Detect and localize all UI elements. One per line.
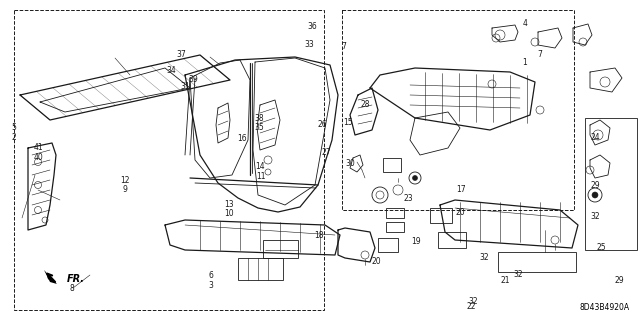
Bar: [438, 232, 466, 248]
Text: 37: 37: [176, 50, 186, 59]
Text: 27: 27: [321, 148, 332, 157]
Bar: [585, 118, 637, 250]
Text: 24: 24: [590, 133, 600, 142]
Bar: [14, 10, 324, 310]
Text: 9: 9: [122, 185, 127, 194]
Text: 11: 11: [256, 172, 265, 181]
Text: 19: 19: [411, 237, 421, 246]
Bar: [342, 10, 574, 210]
Text: 8D43B4920A: 8D43B4920A: [580, 303, 630, 313]
Text: 41: 41: [33, 143, 44, 152]
Bar: [263, 240, 298, 258]
Text: 14: 14: [255, 162, 266, 171]
Text: 21: 21: [501, 276, 510, 285]
Text: 3: 3: [209, 281, 214, 290]
Text: 39: 39: [188, 75, 198, 84]
Bar: [430, 208, 452, 223]
Text: 30: 30: [346, 159, 356, 168]
Text: 32: 32: [513, 271, 524, 279]
Text: 5: 5: [12, 123, 17, 132]
Text: 22: 22: [467, 302, 476, 311]
Bar: [383, 158, 401, 172]
Bar: [386, 222, 404, 232]
Bar: [238, 258, 283, 280]
Circle shape: [592, 192, 598, 198]
Text: 34: 34: [166, 66, 177, 75]
Text: 10: 10: [224, 209, 234, 218]
Text: 29: 29: [614, 276, 625, 285]
Bar: [386, 208, 404, 218]
Text: 31: 31: [180, 82, 191, 91]
Text: 16: 16: [237, 134, 247, 143]
Text: 29: 29: [590, 181, 600, 190]
Text: 32: 32: [479, 253, 490, 262]
Bar: [498, 252, 576, 272]
Text: 1: 1: [522, 58, 527, 67]
Text: 7: 7: [341, 42, 346, 51]
Text: 13: 13: [224, 200, 234, 209]
Text: 8: 8: [70, 284, 75, 293]
Bar: [378, 238, 398, 252]
Text: 12: 12: [120, 176, 129, 185]
Text: 18: 18: [314, 231, 323, 240]
Text: 20: 20: [371, 257, 381, 266]
Text: 25: 25: [596, 243, 607, 252]
Text: 32: 32: [590, 212, 600, 221]
Text: 40: 40: [33, 153, 44, 162]
Text: 2: 2: [12, 133, 17, 142]
Text: 4: 4: [522, 19, 527, 28]
Text: 7: 7: [537, 50, 542, 59]
Text: 36: 36: [307, 22, 317, 31]
Text: 28: 28: [360, 100, 369, 109]
Text: 32: 32: [468, 297, 479, 306]
Circle shape: [413, 175, 417, 181]
Text: 15: 15: [342, 118, 353, 127]
Text: 6: 6: [209, 271, 214, 280]
Text: FR.: FR.: [67, 274, 85, 284]
Text: 17: 17: [456, 185, 466, 194]
Text: 35: 35: [254, 123, 264, 132]
Text: 33: 33: [304, 40, 314, 49]
Text: 26: 26: [317, 120, 327, 129]
Polygon shape: [44, 270, 57, 284]
Text: 38: 38: [254, 114, 264, 123]
Text: 23: 23: [403, 194, 413, 203]
Text: 20: 20: [456, 208, 466, 217]
